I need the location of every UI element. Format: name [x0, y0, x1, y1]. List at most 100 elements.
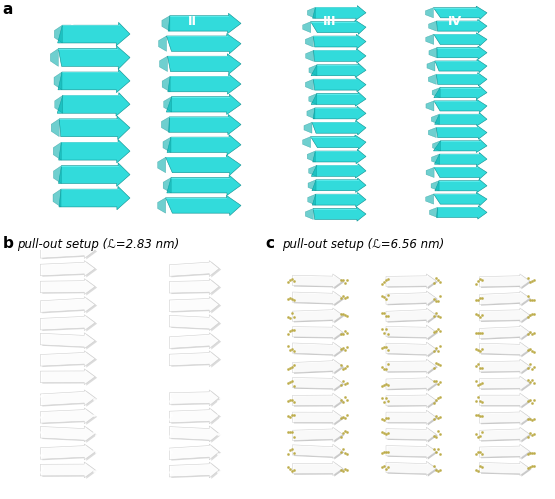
Polygon shape	[42, 445, 97, 461]
Polygon shape	[42, 370, 97, 386]
Polygon shape	[42, 409, 97, 425]
Polygon shape	[312, 149, 366, 164]
Polygon shape	[480, 393, 530, 408]
Polygon shape	[41, 333, 95, 349]
Polygon shape	[294, 292, 344, 306]
Polygon shape	[428, 21, 437, 31]
Polygon shape	[171, 261, 221, 277]
Polygon shape	[481, 445, 531, 460]
Polygon shape	[42, 391, 97, 407]
Polygon shape	[386, 342, 436, 356]
Polygon shape	[158, 157, 165, 173]
Polygon shape	[311, 20, 366, 34]
Polygon shape	[430, 208, 437, 218]
Polygon shape	[171, 409, 221, 425]
Polygon shape	[387, 343, 438, 357]
Polygon shape	[307, 194, 316, 205]
Polygon shape	[436, 73, 487, 86]
Polygon shape	[480, 410, 530, 425]
Polygon shape	[387, 377, 438, 391]
Polygon shape	[386, 427, 436, 442]
Polygon shape	[41, 408, 95, 424]
Polygon shape	[169, 351, 219, 367]
Polygon shape	[437, 19, 487, 33]
Polygon shape	[433, 6, 487, 19]
Polygon shape	[311, 135, 366, 149]
Polygon shape	[435, 153, 487, 166]
Polygon shape	[386, 325, 436, 339]
Polygon shape	[42, 334, 97, 350]
Polygon shape	[481, 292, 531, 306]
Polygon shape	[426, 101, 434, 111]
Polygon shape	[312, 193, 366, 207]
Polygon shape	[41, 315, 95, 330]
Polygon shape	[432, 87, 440, 98]
Polygon shape	[434, 166, 487, 179]
Polygon shape	[387, 360, 438, 374]
Polygon shape	[42, 298, 97, 313]
Text: c: c	[265, 236, 274, 251]
Text: IV: IV	[448, 15, 462, 28]
Polygon shape	[434, 33, 487, 46]
Polygon shape	[312, 121, 366, 135]
Polygon shape	[432, 141, 441, 151]
Polygon shape	[292, 274, 343, 288]
Polygon shape	[292, 427, 343, 442]
Polygon shape	[169, 260, 219, 276]
Polygon shape	[54, 72, 62, 90]
Polygon shape	[311, 92, 366, 106]
Polygon shape	[309, 166, 317, 176]
Polygon shape	[305, 209, 314, 220]
Polygon shape	[171, 334, 221, 350]
Polygon shape	[386, 444, 436, 459]
Polygon shape	[171, 427, 221, 443]
Polygon shape	[294, 394, 344, 409]
Polygon shape	[42, 244, 97, 259]
Polygon shape	[387, 394, 438, 409]
Polygon shape	[480, 325, 530, 339]
Polygon shape	[437, 46, 487, 59]
Polygon shape	[294, 275, 344, 289]
Polygon shape	[162, 76, 170, 92]
Text: III: III	[323, 15, 337, 28]
Polygon shape	[42, 463, 97, 479]
Polygon shape	[311, 63, 366, 77]
Polygon shape	[307, 7, 315, 18]
Polygon shape	[294, 309, 344, 323]
Polygon shape	[480, 376, 530, 390]
Polygon shape	[302, 137, 311, 148]
Polygon shape	[169, 426, 219, 442]
Polygon shape	[163, 178, 171, 193]
Polygon shape	[307, 108, 315, 119]
Polygon shape	[314, 34, 366, 49]
Polygon shape	[171, 316, 221, 331]
Polygon shape	[387, 445, 438, 460]
Polygon shape	[435, 113, 487, 126]
Polygon shape	[169, 278, 219, 294]
Polygon shape	[294, 360, 344, 374]
Polygon shape	[313, 106, 366, 121]
Polygon shape	[171, 298, 221, 313]
Polygon shape	[387, 411, 438, 426]
Polygon shape	[167, 175, 241, 196]
Polygon shape	[435, 59, 487, 73]
Polygon shape	[53, 189, 61, 207]
Polygon shape	[292, 308, 343, 322]
Polygon shape	[169, 315, 219, 330]
Polygon shape	[294, 462, 344, 477]
Polygon shape	[431, 181, 439, 191]
Polygon shape	[294, 326, 344, 340]
Text: I: I	[70, 15, 74, 28]
Text: pull-out setup (ℒ=6.56 nm): pull-out setup (ℒ=6.56 nm)	[282, 238, 444, 251]
Polygon shape	[292, 376, 343, 390]
Polygon shape	[169, 390, 219, 406]
Text: IV: IV	[154, 379, 167, 389]
Polygon shape	[41, 351, 95, 367]
Polygon shape	[169, 114, 241, 135]
Polygon shape	[309, 65, 317, 76]
Polygon shape	[166, 33, 241, 54]
Polygon shape	[41, 444, 95, 460]
Polygon shape	[426, 194, 433, 204]
Text: II: II	[188, 15, 196, 28]
Polygon shape	[292, 444, 343, 459]
